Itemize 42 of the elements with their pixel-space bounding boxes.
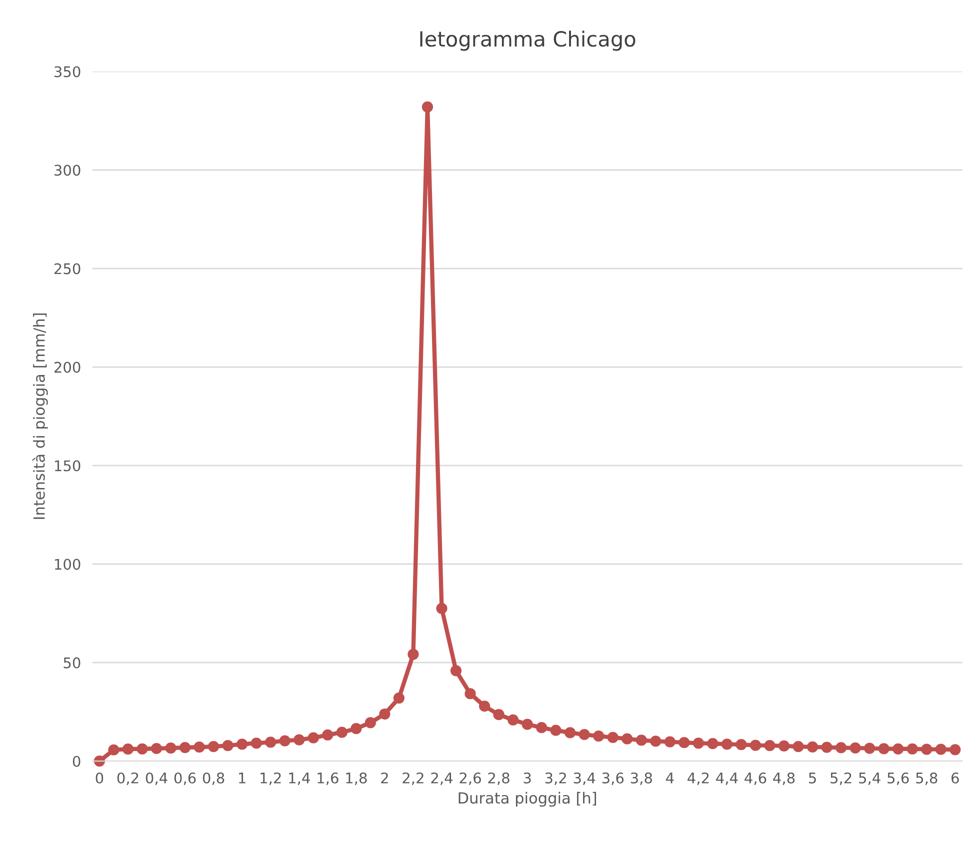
x-tick-label: 2,6: [460, 772, 481, 785]
y-tick-label: 250: [54, 263, 80, 274]
x-tick-label: 0,2: [117, 772, 138, 785]
x-axis-title: Durata pioggia [h]: [458, 792, 596, 807]
x-tick-label: 1,2: [260, 772, 281, 785]
y-tick-label: 150: [54, 460, 80, 472]
x-tick-label: 0,4: [146, 772, 168, 785]
x-tick-label: 5,8: [916, 772, 938, 785]
x-tick-label: 6: [952, 772, 959, 784]
x-tick-label: 3,4: [574, 772, 596, 785]
x-tick-label: 3,8: [630, 772, 652, 785]
x-tick-label: 5,2: [830, 772, 852, 785]
x-tick-label: 5,6: [888, 772, 909, 785]
y-tick-label: 200: [54, 362, 80, 373]
x-tick-label: 5: [809, 772, 816, 784]
x-tick-label: 2,4: [431, 772, 453, 785]
chart-title: Ietogramma Chicago: [420, 30, 636, 51]
x-tick-label: 1,4: [289, 772, 310, 785]
y-tick-label: 0: [72, 756, 80, 767]
x-tick-label: 4,4: [716, 772, 738, 785]
x-tick-label: 0,8: [202, 772, 224, 785]
x-tick-label: 2: [381, 772, 388, 784]
x-tick-label: 3,2: [545, 772, 566, 785]
y-tick-label: 300: [54, 164, 80, 176]
x-tick-label: 1: [239, 772, 246, 784]
x-tick-label: 1,6: [318, 772, 338, 785]
x-tick-label: 3,6: [602, 772, 624, 785]
y-tick-label: 100: [54, 558, 80, 570]
x-tick-label: 3: [524, 772, 531, 784]
y-tick-label: 350: [54, 66, 80, 78]
x-tick-label: 5,4: [859, 772, 880, 785]
x-tick-label: 0,6: [174, 772, 196, 785]
x-tick-label: 2,8: [488, 772, 510, 785]
y-axis-title: Intensità di pioggia [mm/h]: [32, 314, 48, 519]
x-tick-label: 0: [96, 772, 104, 784]
x-tick-label: 4,8: [773, 772, 795, 785]
x-tick-label: 4,6: [744, 772, 766, 785]
x-tick-label: 2,2: [402, 772, 424, 785]
y-tick-label: 50: [64, 657, 80, 668]
x-tick-label: 4: [666, 772, 674, 784]
x-tick-label: 1,8: [346, 772, 367, 785]
x-tick-label: 4,2: [688, 772, 709, 785]
